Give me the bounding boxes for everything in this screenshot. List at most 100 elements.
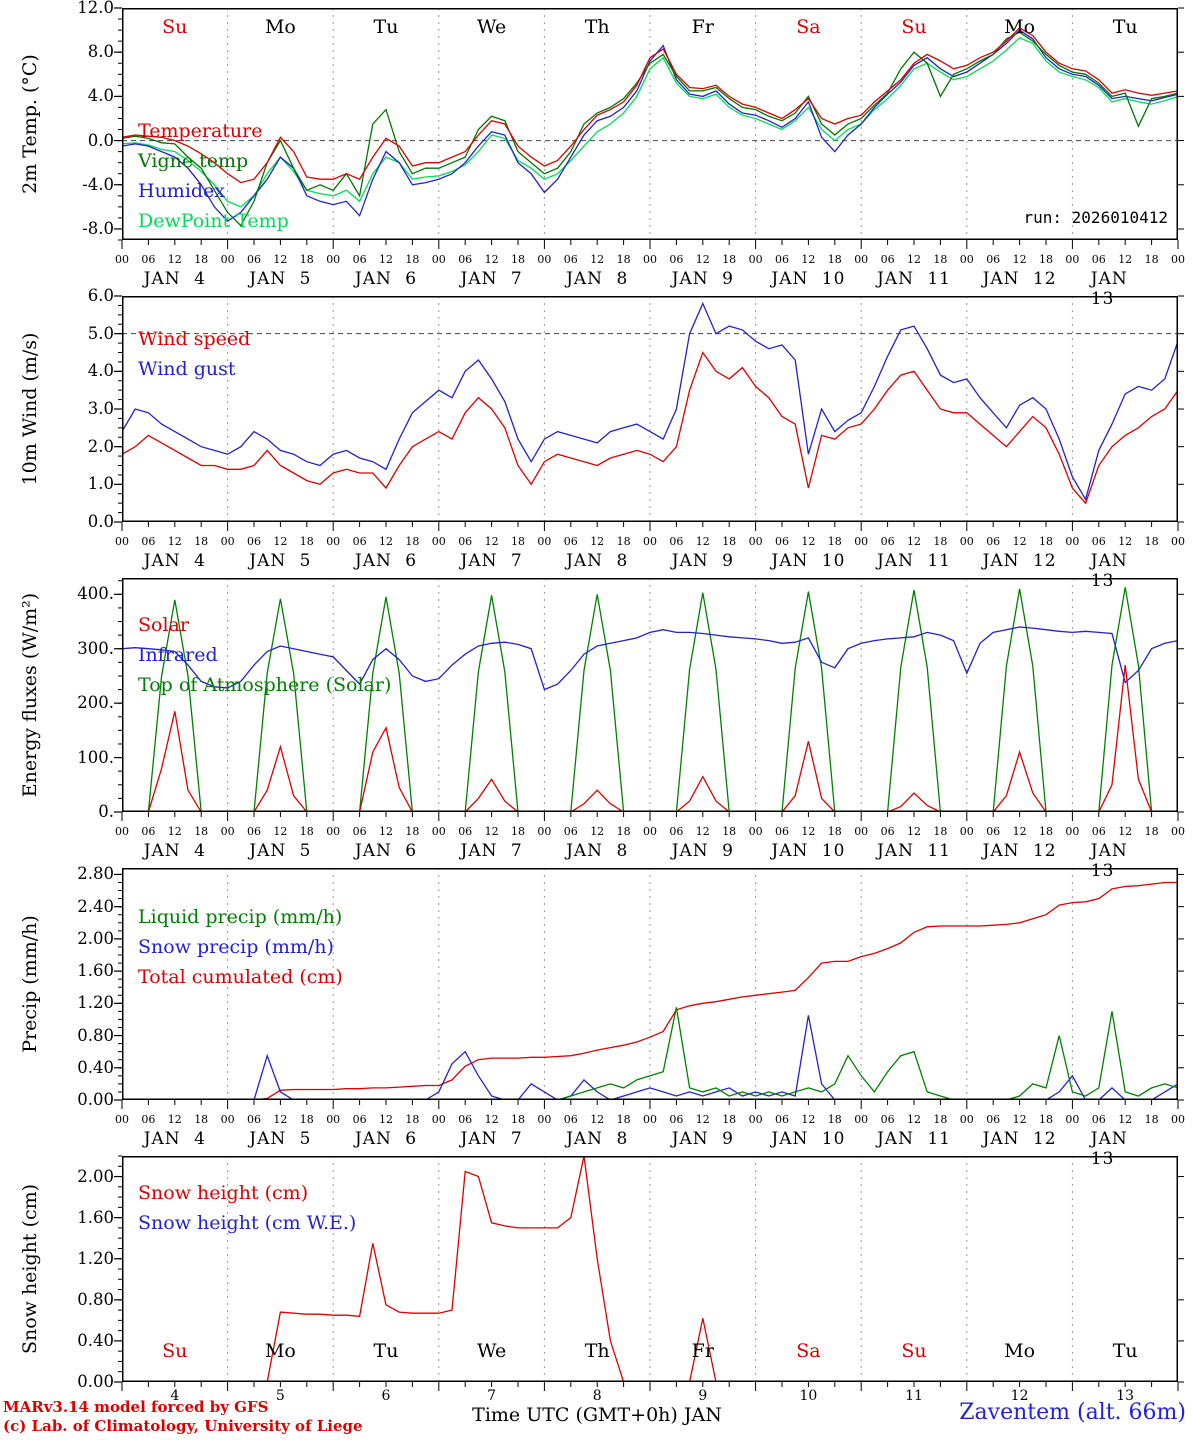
day-label: Th <box>584 16 610 38</box>
x-tick-label: 12 <box>590 825 605 838</box>
x-tick-label: 18 <box>827 253 842 266</box>
y-axis-title-snow-height: Snow height (cm) <box>19 1183 41 1355</box>
x-tick-label: 06 <box>1091 535 1106 548</box>
legend-snow-precip-mm-h: Snow precip (mm/h) <box>138 936 334 958</box>
x-tick-label: 18 <box>827 535 842 548</box>
x-tick-label: 18 <box>827 1113 842 1126</box>
y-tick-label: 1.60 <box>77 1207 114 1227</box>
x-date-label: JAN 10 <box>771 269 846 289</box>
x-tick-label: 00 <box>431 253 446 266</box>
footer-credit: MARv3.14 model forced by GFS (c) Lab. of… <box>3 1398 363 1436</box>
y-tick-label: 0.0 <box>87 512 114 531</box>
x-date-label: JAN 7 <box>460 841 523 861</box>
x-tick-label: 18 <box>194 1113 209 1126</box>
day-label: We <box>476 16 507 38</box>
x-tick-label: 18 <box>405 1113 420 1126</box>
x-tick-label: 06 <box>775 535 789 548</box>
x-tick-label: 18 <box>1144 253 1159 266</box>
y-tick-label: 2.40 <box>77 896 114 916</box>
legend-humidex: Humidex <box>138 180 226 202</box>
legend-vigne-temp: Vigne temp <box>138 150 249 172</box>
x-tick-label: 12 <box>1118 535 1133 548</box>
x-tick-label: 00 <box>115 535 129 548</box>
x-tick-label: 12 <box>907 253 921 266</box>
x-tick-label: 06 <box>458 825 473 838</box>
x-tick-label: 00 <box>748 535 763 548</box>
y-tick-label: 300. <box>77 638 114 658</box>
series-wind-speed-line <box>122 351 1178 505</box>
y-tick-label: 0.0 <box>87 130 114 150</box>
x-tick-label: 00 <box>1171 535 1185 548</box>
x-tick-label: 12 <box>590 535 605 548</box>
x-date-label: JAN 7 <box>460 551 523 571</box>
x-date-label: JAN 11 <box>876 269 952 289</box>
x-tick-label: 12 <box>379 1113 393 1126</box>
x-tick-label: 00 <box>326 825 341 838</box>
x-date-label: JAN 12 <box>982 1129 1057 1149</box>
x-date-label: JAN 4 <box>143 841 206 861</box>
y-axis-title-precip: Precip (mm/h) <box>19 915 41 1053</box>
x-tick-label: 06 <box>247 253 261 266</box>
x-tick-label: 12 <box>484 253 499 266</box>
x-date-label: JAN 8 <box>566 841 629 861</box>
x-tick-label: 00 <box>1171 825 1185 838</box>
x-tick-label: 18 <box>299 825 314 838</box>
day-label: Mo <box>1004 16 1036 38</box>
x-tick-label: 06 <box>775 825 789 838</box>
y-tick-label: 2.00 <box>77 1166 114 1186</box>
x-tick-label: 18 <box>405 253 420 266</box>
x-tick-label: 06 <box>880 253 895 266</box>
series-humidex-line <box>122 29 1178 223</box>
y-tick-label: 0.00 <box>77 1372 114 1391</box>
x-tick-label: 06 <box>1091 825 1106 838</box>
legend-dewpoint-temp: DewPoint Temp <box>138 210 289 232</box>
x-tick-label: 00 <box>854 535 869 548</box>
x-tick-label: 06 <box>141 535 156 548</box>
y-tick-label: 0.40 <box>77 1330 114 1350</box>
x-tick-label: 12 <box>1118 825 1133 838</box>
x-tick-label: 12 <box>1118 1113 1133 1126</box>
x-tick-label: 00 <box>1065 1113 1080 1126</box>
x-tick-label: 18 <box>299 1113 314 1126</box>
x-tick-label: 12 <box>273 535 288 548</box>
x-tick-label: 06 <box>247 825 261 838</box>
x-tick-label: 12 <box>590 1113 605 1126</box>
x-tick-label: 18 <box>194 535 209 548</box>
x-date-label: JAN 5 <box>249 841 312 861</box>
y-tick-label: 3.0 <box>87 399 114 418</box>
x-day-number: 4 <box>170 1388 180 1404</box>
plot-border <box>122 296 1178 522</box>
x-tick-label: 12 <box>695 825 710 838</box>
x-tick-label: 12 <box>907 825 921 838</box>
y-tick-label: 2.0 <box>87 436 114 456</box>
series-wind-gust-line <box>122 301 1178 502</box>
y-tick-label: 0. <box>98 802 114 821</box>
series-snow-precip-mm-h-line <box>122 1015 1178 1100</box>
x-day-number: 10 <box>799 1388 818 1404</box>
x-tick-label: 06 <box>352 1113 367 1126</box>
x-tick-label: 18 <box>616 253 631 266</box>
day-label: Tu <box>1112 1340 1138 1362</box>
x-tick-label: 06 <box>669 535 684 548</box>
legend-solar: Solar <box>138 614 189 636</box>
legend-wind-gust: Wind gust <box>138 358 236 380</box>
x-tick-label: 06 <box>986 1113 1001 1126</box>
x-tick-label: 18 <box>511 253 525 266</box>
x-day-number: 8 <box>592 1388 602 1404</box>
station-label: Zaventem (alt. 66m) <box>959 1400 1186 1425</box>
x-day-number: 6 <box>381 1388 391 1404</box>
x-tick-label: 00 <box>220 535 235 548</box>
x-tick-label: 00 <box>748 1113 763 1126</box>
x-tick-label: 18 <box>1144 1113 1159 1126</box>
x-tick-label: 00 <box>854 253 869 266</box>
series-temperature-line <box>122 27 1178 184</box>
series-snow-height-cm-line <box>122 1156 1178 1382</box>
x-tick-label: 12 <box>695 535 710 548</box>
y-tick-label: 1.60 <box>77 961 114 981</box>
x-tick-label: 18 <box>511 535 525 548</box>
x-tick-label: 18 <box>1039 825 1053 838</box>
x-tick-label: 18 <box>933 535 948 548</box>
panel-energy-fluxes <box>114 578 1184 821</box>
legend-snow-height-cm-w-e: Snow height (cm W.E.) <box>138 1212 357 1234</box>
